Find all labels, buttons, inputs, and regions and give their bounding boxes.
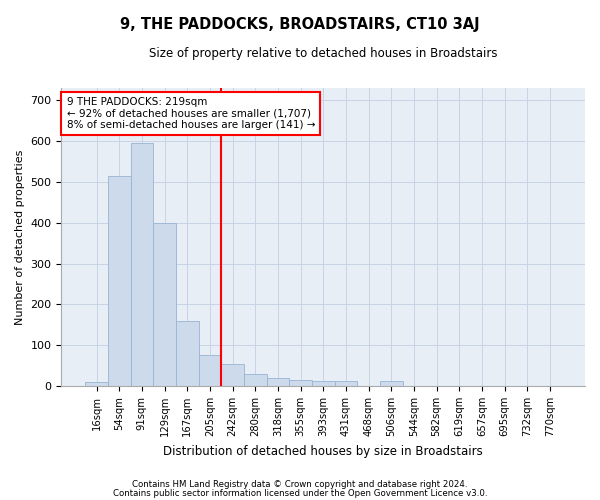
Bar <box>221 364 244 386</box>
Bar <box>335 381 357 386</box>
Bar <box>153 223 176 386</box>
Bar <box>289 380 312 386</box>
Bar <box>266 378 289 386</box>
Text: 9, THE PADDOCKS, BROADSTAIRS, CT10 3AJ: 9, THE PADDOCKS, BROADSTAIRS, CT10 3AJ <box>120 18 480 32</box>
Y-axis label: Number of detached properties: Number of detached properties <box>15 150 25 325</box>
X-axis label: Distribution of detached houses by size in Broadstairs: Distribution of detached houses by size … <box>163 444 483 458</box>
Text: Contains public sector information licensed under the Open Government Licence v3: Contains public sector information licen… <box>113 488 487 498</box>
Bar <box>85 382 108 386</box>
Text: Contains HM Land Registry data © Crown copyright and database right 2024.: Contains HM Land Registry data © Crown c… <box>132 480 468 489</box>
Bar <box>312 381 335 386</box>
Text: 9 THE PADDOCKS: 219sqm
← 92% of detached houses are smaller (1,707)
8% of semi-d: 9 THE PADDOCKS: 219sqm ← 92% of detached… <box>67 97 315 130</box>
Bar <box>131 143 153 386</box>
Bar <box>244 374 266 386</box>
Bar <box>199 356 221 386</box>
Bar <box>380 381 403 386</box>
Title: Size of property relative to detached houses in Broadstairs: Size of property relative to detached ho… <box>149 48 497 60</box>
Bar <box>108 176 131 386</box>
Bar <box>176 321 199 386</box>
